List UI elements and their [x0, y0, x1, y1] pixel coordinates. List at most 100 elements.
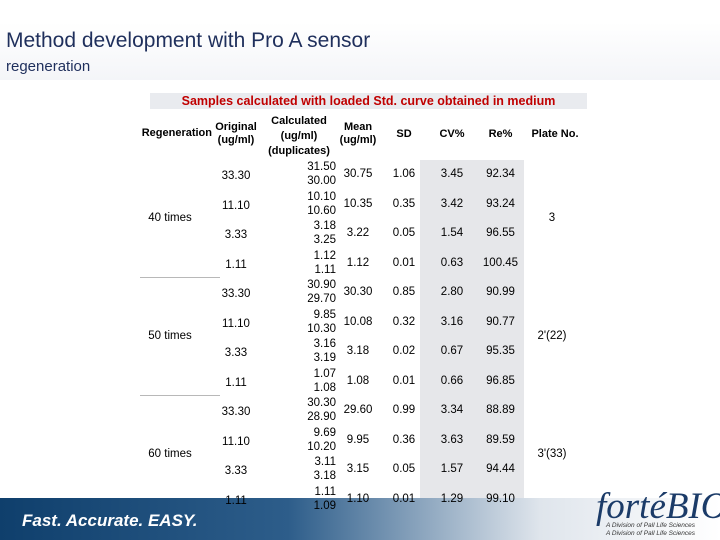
re-value: 88.89 [486, 404, 515, 416]
calculated-dup1: 3.16 [313, 338, 336, 350]
sd-value: 0.01 [392, 492, 416, 505]
sd-value: 0.05 [392, 227, 416, 239]
cv-column-shade [420, 160, 477, 520]
sd-value: 0.99 [392, 404, 416, 416]
original-value: 3.33 [224, 347, 248, 359]
calculated-dup2: 10.30 [307, 322, 336, 335]
calculated-dup2: 28.90 [307, 411, 336, 423]
re-value: 89.59 [486, 433, 515, 446]
footer-band [0, 498, 720, 540]
calculated-dup2: 3.19 [313, 352, 336, 364]
calculated-dup1: 10.10 [307, 190, 336, 203]
calculated-dup1: 9.69 [313, 426, 336, 439]
table-caption: Samples calculated with loaded Std. curv… [150, 93, 587, 109]
re-value: 90.99 [486, 286, 515, 298]
slide-subtitle: regeneration [6, 58, 91, 75]
logo-sub-line-2: A Division of Pall Life Sciences [606, 530, 695, 537]
sd-value: 0.02 [392, 345, 416, 357]
cv-value: 0.67 [440, 345, 464, 357]
cv-value: 3.34 [440, 404, 464, 416]
re-value: 93.24 [486, 197, 515, 210]
cv-value: 1.29 [440, 492, 464, 505]
fortebio-logo: fortéBIO [596, 486, 720, 527]
cv-value: 3.45 [440, 168, 464, 180]
calculated-dup2: 30.00 [307, 175, 336, 187]
sd-value: 0.32 [392, 315, 416, 328]
mean-value: 1.12 [346, 256, 370, 269]
mean-value: 30.75 [343, 168, 373, 180]
calculated-dup1: 9.85 [313, 308, 336, 321]
logo-subtext: A Division of Pall Life Sciences A Divis… [606, 522, 695, 538]
original-value: 11.10 [222, 199, 250, 212]
re-column-shade [477, 160, 524, 520]
calculated-dup2: 1.09 [313, 499, 336, 512]
original-value: 3.33 [224, 229, 248, 241]
calculated-dup1: 3.18 [313, 220, 336, 232]
re-value: 94.44 [486, 463, 515, 475]
re-value: 92.34 [486, 168, 515, 180]
mean-value: 10.35 [343, 197, 373, 210]
logo-sub-line-1: A Division of Pall Life Sciences [606, 522, 695, 529]
plate-value: 3 [548, 212, 556, 224]
calculated-dup1: 1.12 [313, 249, 336, 262]
re-value: 96.85 [486, 374, 515, 387]
original-value: 1.11 [225, 258, 247, 271]
mean-value: 30.30 [343, 286, 373, 298]
original-value: 33.30 [221, 170, 251, 182]
sd-value: 0.36 [392, 433, 416, 446]
header-original: Original (ug/ml) [215, 121, 257, 146]
calculated-dup1: 1.07 [313, 367, 336, 380]
cv-value: 3.63 [440, 433, 464, 446]
header-cv: CV% [439, 128, 465, 140]
title-band [0, 22, 720, 80]
calculated-dup2: 1.11 [314, 263, 336, 276]
original-value: 11.10 [222, 317, 250, 330]
cv-value: 3.16 [440, 315, 464, 328]
calculated-dup1: 3.11 [314, 456, 336, 468]
cv-value: 0.63 [440, 256, 464, 269]
calculated-dup2: 10.60 [307, 204, 336, 217]
sd-value: 0.35 [392, 197, 416, 210]
calculated-dup1: 31.50 [307, 161, 336, 173]
regeneration-value: 50 times [148, 330, 192, 342]
re-value: 90.77 [486, 315, 515, 328]
cv-value: 1.54 [440, 227, 464, 239]
calculated-dup2: 1.08 [313, 381, 336, 394]
sd-value: 0.85 [392, 286, 416, 298]
header-calculated: Calculated (ug/ml) (duplicates) [268, 115, 330, 157]
sd-value: 0.01 [392, 256, 416, 269]
mean-value: 9.95 [346, 433, 370, 446]
logo-text: fortéBIO [596, 486, 720, 527]
mean-value: 10.08 [343, 315, 373, 328]
slide-title: Method development with Pro A sensor [6, 29, 371, 52]
sd-value: 1.06 [392, 168, 416, 180]
cv-value: 3.42 [440, 197, 464, 210]
cv-value: 2.80 [440, 286, 464, 298]
mean-value: 1.08 [346, 374, 370, 387]
calculated-dup1: 1.11 [314, 485, 336, 498]
header-plate: Plate No. [531, 128, 579, 140]
header-mean: Mean (ug/ml) [339, 121, 377, 146]
cv-value: 1.57 [440, 463, 464, 475]
group-separator [140, 395, 220, 396]
calculated-dup2: 3.18 [313, 470, 336, 482]
sd-value: 0.01 [392, 374, 416, 387]
mean-value: 1.10 [346, 492, 370, 505]
sd-value: 0.05 [392, 463, 416, 475]
mean-value: 3.18 [346, 345, 370, 357]
re-value: 99.10 [486, 492, 515, 505]
regeneration-value: 60 times [148, 448, 192, 460]
calculated-dup1: 30.90 [307, 279, 336, 291]
footer-tagline: Fast. Accurate. EASY. [22, 511, 198, 530]
calculated-dup2: 3.25 [313, 234, 336, 246]
original-value: 1.11 [225, 376, 247, 389]
header-re: Re% [488, 128, 513, 140]
original-value: 3.33 [224, 465, 248, 477]
plate-value: 3'(33) [537, 448, 567, 460]
mean-value: 29.60 [343, 404, 373, 416]
header-sd: SD [396, 128, 412, 140]
plate-value: 2'(22) [537, 330, 567, 342]
original-value: 33.30 [221, 288, 251, 300]
calculated-dup2: 29.70 [307, 293, 336, 305]
original-value: 11.10 [222, 435, 250, 448]
